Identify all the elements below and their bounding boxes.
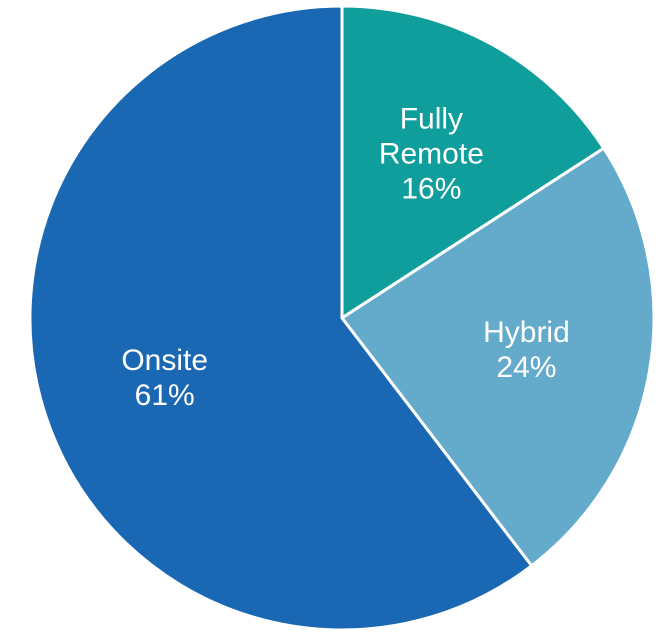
slice-value: 16% <box>401 172 462 205</box>
slice-name: Fully Remote <box>378 102 484 170</box>
slice-value: 24% <box>496 350 557 384</box>
pie-slice <box>340 4 606 320</box>
slice-name: Hybrid <box>483 315 570 349</box>
pie-slice <box>28 4 534 632</box>
slice-label: Hybrid 24% <box>456 315 596 385</box>
slice-value: 61% <box>134 379 195 413</box>
slice-name: Onsite <box>121 344 209 378</box>
slice-label: Fully Remote 16% <box>361 101 501 206</box>
slice-label: Onsite 61% <box>95 343 235 413</box>
pie-slice <box>340 146 656 568</box>
